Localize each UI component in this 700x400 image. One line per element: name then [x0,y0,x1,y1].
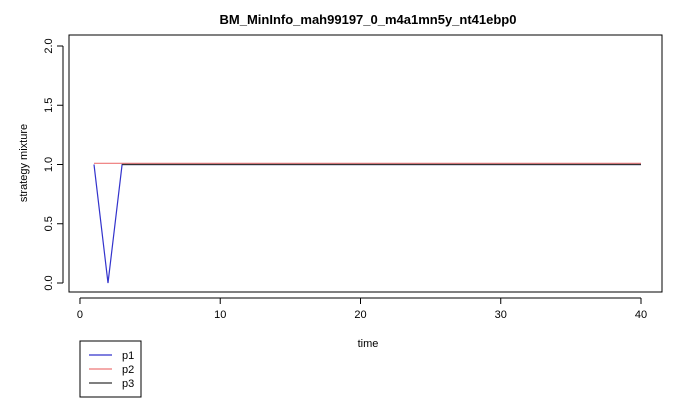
y-tick-label: 1.0 [43,157,55,172]
y-tick-label: 1.5 [43,98,55,113]
x-tick-label: 40 [635,309,647,321]
series-group [93,162,641,284]
x-axis-label: time [358,338,379,350]
legend: p1 p2 p3 [79,340,142,398]
legend-label-p1: p1 [122,350,134,362]
legend-label-p3: p3 [122,378,134,390]
series-line-p1 [93,163,641,284]
y-tick-label: 2.0 [43,38,55,53]
legend-label-p2: p2 [122,364,134,376]
y-axis-label: strategy mixture [18,124,30,202]
chart-title: BM_MinInfo_mah99197_0_m4a1mn5y_nt41ebp0 [220,12,517,27]
x-axis: 0 10 20 30 40 [77,297,647,321]
plot-frame [68,34,663,293]
x-tick-label: 0 [77,309,83,321]
x-tick-label: 20 [354,309,366,321]
y-tick-label: 0.0 [43,275,55,290]
x-tick-label: 30 [495,309,507,321]
x-tick-label: 10 [214,309,226,321]
y-tick-label: 0.5 [43,216,55,231]
y-axis: 0.0 0.5 1.0 1.5 2.0 [43,38,64,291]
